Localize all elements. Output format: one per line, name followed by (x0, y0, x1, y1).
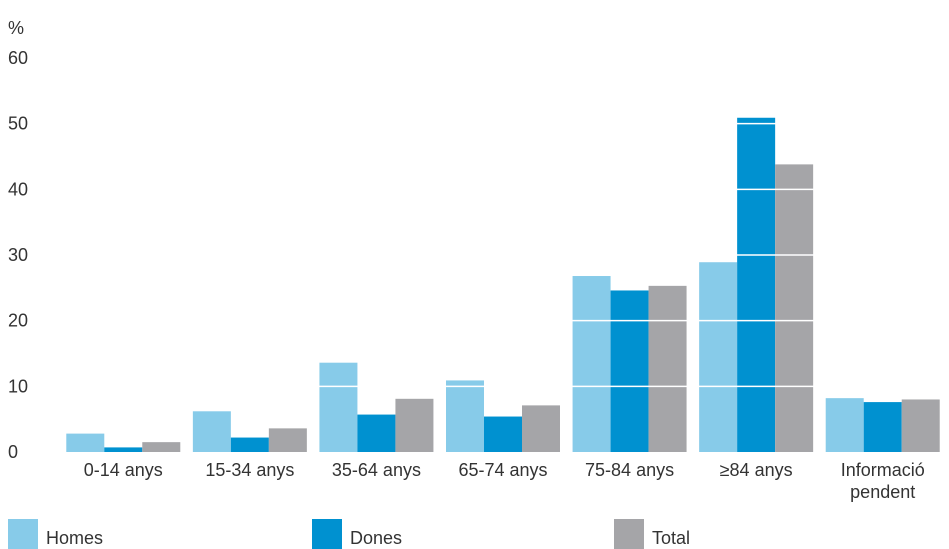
bar-chart: % 0 10 20 30 40 50 60 0-14 anys 15-34 anys 35-64… (8, 18, 946, 502)
category-label: 15-34 anys (205, 460, 294, 480)
category-label: 0-14 anys (84, 460, 163, 480)
y-tick-label: 10 (8, 376, 28, 396)
y-tick-label: 0 (8, 442, 18, 462)
legend-swatch-dones (312, 518, 342, 549)
legend-item-homes: Homes (8, 518, 103, 549)
bar-dones (863, 402, 902, 452)
legend-swatch-total (614, 518, 644, 549)
category-label: 35-64 anys (332, 460, 421, 480)
bar-dones (737, 117, 776, 453)
bar-total (268, 428, 307, 452)
category-label: 75-84 anys (585, 460, 674, 480)
bar-homes (699, 262, 738, 452)
category-label: Informació (841, 460, 925, 480)
y-tick-label: 50 (8, 114, 28, 134)
legend-item-total: Total (614, 518, 690, 549)
legend-label-dones: Dones (350, 528, 403, 548)
bar-homes (446, 380, 484, 452)
bar-dones (484, 416, 522, 452)
y-tick-label: 30 (8, 245, 28, 265)
y-axis-label: % (8, 18, 24, 38)
legend: Homes Dones Total (0, 518, 949, 549)
category-label: 65-74 anys (458, 460, 547, 480)
gridlines (60, 57, 946, 388)
bar-total (901, 399, 940, 452)
y-tick-label: 40 (8, 179, 28, 199)
bar-total (142, 442, 181, 452)
y-tick-label: 60 (8, 48, 28, 68)
y-tick-label: 20 (8, 311, 28, 331)
bar-dones (357, 414, 396, 452)
bar-homes (192, 411, 231, 452)
category-labels: 0-14 anys 15-34 anys 35-64 anys 65-74 anys 7… (84, 460, 925, 502)
bar-dones (104, 447, 143, 452)
legend-swatch-homes (8, 518, 38, 549)
category-label: pendent (850, 482, 915, 502)
bar-dones (610, 290, 649, 452)
bar-dones (230, 437, 269, 452)
legend-item-dones: Dones (312, 518, 402, 549)
bars (66, 117, 940, 453)
bar-homes (319, 362, 358, 452)
bar-homes (66, 433, 105, 452)
bar-total (522, 405, 560, 452)
bar-total (775, 164, 814, 452)
category-label: ≥84 anys (720, 460, 793, 480)
legend-label-homes: Homes (46, 528, 104, 548)
bar-homes (825, 398, 864, 452)
bar-total (648, 285, 687, 452)
bar-homes (572, 276, 611, 452)
bar-total (395, 398, 434, 452)
legend-label-total: Total (652, 528, 691, 548)
y-axis-ticks: 0 10 20 30 40 50 60 (8, 48, 28, 462)
